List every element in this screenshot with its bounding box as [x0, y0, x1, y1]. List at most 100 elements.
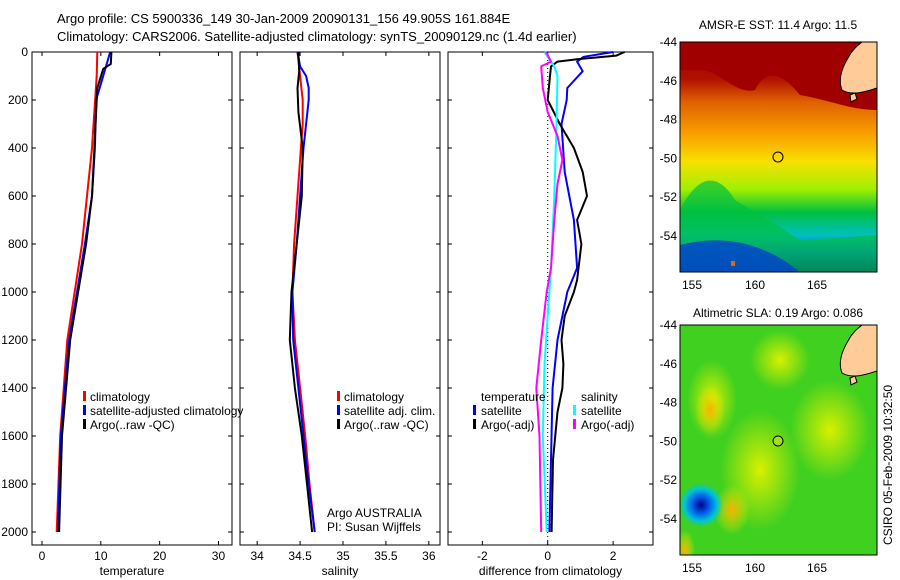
map-axes-4: 155 160 165 -44 -46 -48 -50 -52 -54: [660, 318, 877, 575]
legend-label: Argo(-adj): [581, 418, 634, 432]
sst-warm-tongue: [680, 42, 877, 110]
legend-title-temperature: temperature: [481, 390, 546, 404]
sla-map-title: Altimetric SLA: 0.19 Argo: 0.086: [693, 306, 863, 320]
lat-tick-label: -52: [660, 190, 678, 204]
x-tick-label: 34.5: [288, 549, 312, 563]
sla-map-frame: [679, 324, 878, 556]
sla-warm-patch: [695, 385, 725, 435]
lon-tick-label: 155: [682, 561, 702, 575]
lon-tick-label: 155: [682, 278, 702, 292]
legend-label: satellite: [581, 404, 622, 418]
sst-cold-core: [680, 240, 800, 272]
lat-tick-label: -44: [660, 35, 678, 49]
lat-tick-label: -48: [660, 113, 678, 127]
legend-label: Argo(..raw -QC): [344, 418, 429, 432]
x-tick-label: 35.5: [374, 549, 398, 563]
x-tick-label: 30: [212, 549, 226, 563]
legend-swatch-sal-argo: [573, 419, 576, 429]
legend-swatch-argo: [337, 419, 340, 429]
legend-swatch-satellite: [83, 405, 86, 415]
legend-label: satellite: [481, 404, 522, 418]
legend-label: Argo(-adj): [481, 418, 534, 432]
legend-swatch-temp-satellite: [473, 405, 476, 415]
lat-tick-label: -50: [660, 151, 678, 165]
profile-panel-1: 0 200 400 600 800 1000 1200 1400 1600 1800 2000 0 10…: [1, 45, 233, 578]
legend-swatch-temp-argo: [473, 419, 476, 429]
x-tick-label: 34: [250, 549, 264, 563]
map-axes-3: 155 160 165 -44 -46 -48 -50 -52 -54: [660, 35, 877, 292]
sla-cold-eddy: [680, 483, 723, 527]
lat-tick-label: -50: [660, 434, 678, 448]
legend-title-salinity: salinity: [581, 390, 618, 404]
y-tick-label: 1800: [1, 477, 28, 491]
series-line-temperature-argo-adj-: [546, 51, 626, 533]
legend-label: climatology: [344, 390, 404, 404]
lon-tick-label: 160: [745, 561, 765, 575]
y-tick-label: 0: [21, 45, 28, 59]
y-tick-label: 2000: [1, 525, 28, 539]
sla-yellow-patch: [750, 330, 810, 390]
csiro-timestamp: CSIRO 05-Feb-2009 10:32:50: [881, 385, 895, 545]
lat-tick-label: -48: [660, 396, 678, 410]
island: [849, 375, 858, 386]
x-tick-label: 20: [153, 549, 167, 563]
sst-map: AMSR-E SST: 11.4 Argo: 11.5: [679, 18, 878, 273]
series-line-salinity-argo-adj-: [535, 51, 564, 533]
series-line-argo-raw-qc-: [288, 51, 314, 533]
sla-map: Altimetric SLA: 0.19 Argo: 0.086: [679, 306, 878, 556]
y-tick-label: 1000: [1, 285, 28, 299]
plot-frame: [447, 51, 654, 546]
series-line-climatology: [291, 51, 316, 533]
x-tick-label: -2: [477, 549, 488, 563]
x-tick-label: 2: [610, 549, 617, 563]
legend-swatch-argo: [83, 419, 86, 429]
land: [839, 42, 877, 94]
argo-location-marker: [772, 435, 784, 447]
salinity-legend: climatology satellite adj. clim. Argo(..…: [327, 390, 435, 534]
lat-tick-label: -52: [660, 473, 678, 487]
lat-tick-label: -46: [660, 74, 678, 88]
legend-label: climatology: [90, 390, 150, 404]
x-axis-label: difference from climatology: [479, 564, 622, 578]
plot-frame: [239, 51, 441, 546]
temperature-legend: climatology satellite-adjusted climatolo…: [83, 390, 243, 432]
y-tick-label: 1200: [1, 333, 28, 347]
sla-yellow-patch: [790, 380, 870, 480]
sst-orange-pixel: [731, 261, 735, 266]
legend-label: satellite adj. clim.: [344, 404, 435, 418]
lat-tick-label: -46: [660, 357, 678, 371]
y-tick-label: 800: [8, 237, 28, 251]
argo-location-marker: [772, 151, 784, 163]
x-axis-label: salinity: [322, 564, 359, 578]
sla-warm-patch: [680, 530, 695, 555]
title-line-1: Argo profile: CS 5900336_149 30-Jan-2009…: [57, 11, 511, 26]
series-line-satellite-adj-clim-: [291, 51, 316, 533]
island: [849, 92, 858, 103]
lon-tick-label: 160: [745, 278, 765, 292]
series-line-argo-raw-qc-: [58, 51, 113, 533]
x-tick-label: 0: [544, 549, 551, 563]
lon-tick-label: 165: [807, 278, 827, 292]
series-line-temperature-satellite: [548, 51, 614, 533]
y-tick-label: 1600: [1, 429, 28, 443]
x-tick-label: 36: [422, 549, 436, 563]
land: [839, 325, 877, 377]
legend-swatch-satellite: [337, 405, 340, 415]
y-tick-label: 400: [8, 141, 28, 155]
lat-tick-label: -44: [660, 318, 678, 332]
series-line-satellite-adjusted-climatology: [56, 51, 112, 533]
sst-map-frame: [679, 41, 878, 273]
lon-tick-label: 165: [807, 561, 827, 575]
lat-tick-label: -54: [660, 512, 678, 526]
profile-panel-2: 34 34.5 35 35.5 36 salinity: [239, 51, 441, 578]
x-tick-label: 10: [94, 549, 108, 563]
sst-map-title: AMSR-E SST: 11.4 Argo: 11.5: [699, 18, 858, 32]
legend-label: satellite-adjusted climatology: [90, 404, 243, 418]
annotation-pi: PI: Susan Wijffels: [327, 520, 421, 534]
x-tick-label: 35: [336, 549, 350, 563]
legend-swatch-climatology: [337, 391, 340, 401]
sla-warm-patch: [714, 485, 750, 535]
title-line-2: Climatology: CARS2006. Satellite-adjuste…: [57, 29, 577, 44]
